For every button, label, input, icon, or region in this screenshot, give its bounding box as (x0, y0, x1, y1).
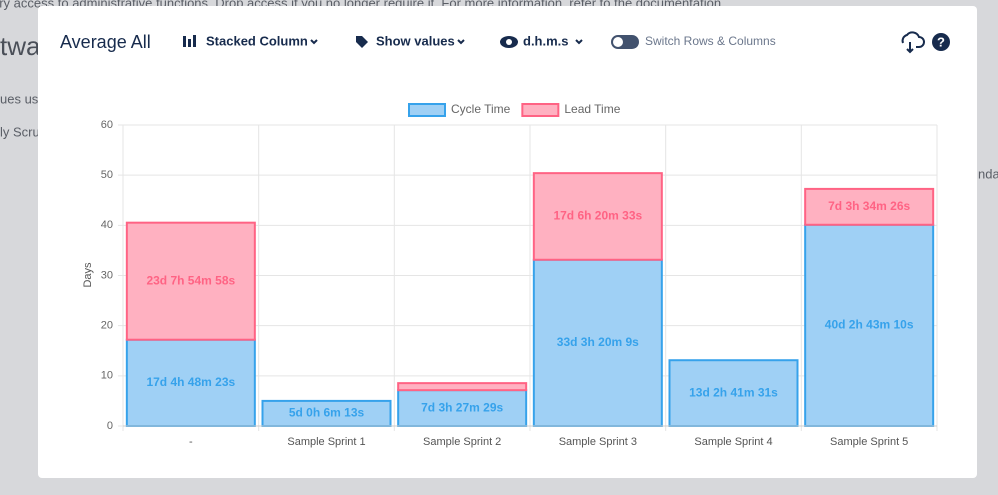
background-notice: ary access to administrative functions. … (0, 0, 725, 10)
modal-title: Average All (60, 32, 151, 52)
chevron (310, 39, 318, 45)
icon (193, 35, 196, 47)
background-fragment: ly Scrum (0, 124, 51, 139)
download-button[interactable] (901, 31, 925, 54)
legend-label: Cycle Time (451, 102, 511, 116)
bar-segment (261, 399, 392, 427)
x-tick-label: Sample Sprint 4 (694, 436, 772, 448)
data-label: 23d 7h 54m 58s (146, 273, 235, 287)
y-axis-label: Days (82, 262, 94, 288)
switch-toggle[interactable]: Switch Rows & Columns (611, 34, 776, 49)
data-label: 17d 4h 48m 23s (146, 375, 235, 389)
help-button[interactable] (932, 33, 950, 51)
toggle-label: Switch Rows & Columns (645, 34, 776, 48)
bar-segment (397, 382, 528, 392)
data-label: 33d 3h 20m 9s (557, 335, 639, 349)
y-tick-label: 40 (101, 219, 113, 231)
data-label: 40d 2h 43m 10s (825, 318, 914, 332)
x-tick-label: Sample Sprint 2 (423, 436, 501, 448)
chevron (457, 39, 465, 45)
icon (356, 36, 368, 48)
bar-segment (125, 221, 256, 341)
x-tick-label: Sample Sprint 3 (559, 436, 637, 448)
background-fragment: nda (978, 166, 998, 181)
background-fragment: twa (0, 31, 41, 61)
x-tick-label: - (189, 436, 193, 448)
icon (506, 39, 512, 45)
dropdown-label: Stacked Column (206, 33, 308, 48)
legend-swatch (408, 103, 446, 117)
chart-type-dropdown[interactable]: Stacked Column (183, 33, 318, 48)
y-tick-label: 50 (101, 169, 113, 181)
y-tick-label: 30 (101, 269, 113, 281)
bar-segment (532, 172, 663, 261)
x-tick-label: Sample Sprint 1 (287, 436, 365, 448)
x-tick-label: Sample Sprint 5 (830, 436, 908, 448)
y-tick-label: 60 (101, 119, 113, 131)
format-dropdown[interactable]: d.h.m.s (500, 33, 583, 48)
y-tick-label: 20 (101, 320, 113, 332)
data-label: 7d 3h 34m 26s (828, 199, 910, 213)
data-label: 17d 6h 20m 33s (553, 209, 642, 223)
toggle-knob (613, 37, 623, 47)
dropdown-label: d.h.m.s (523, 33, 569, 48)
data-label: 13d 2h 41m 31s (689, 385, 778, 399)
icon (183, 36, 186, 47)
data-label: 5d 0h 6m 13s (289, 406, 365, 420)
y-tick-label: 10 (101, 370, 113, 382)
bar-segment (532, 258, 663, 427)
y-tick-label: 0 (107, 420, 113, 432)
background-fragment: ues usin (0, 91, 48, 106)
help-icon: ? (937, 34, 945, 49)
data-label: 7d 3h 27m 29s (421, 400, 503, 414)
legend-swatch (521, 103, 560, 117)
bar-segment (804, 187, 935, 226)
show-values-dropdown[interactable]: Show values (356, 33, 465, 48)
icon (188, 39, 191, 47)
dropdown-label: Show values (376, 33, 455, 48)
legend-label: Lead Time (564, 102, 620, 116)
chevron (575, 39, 583, 45)
